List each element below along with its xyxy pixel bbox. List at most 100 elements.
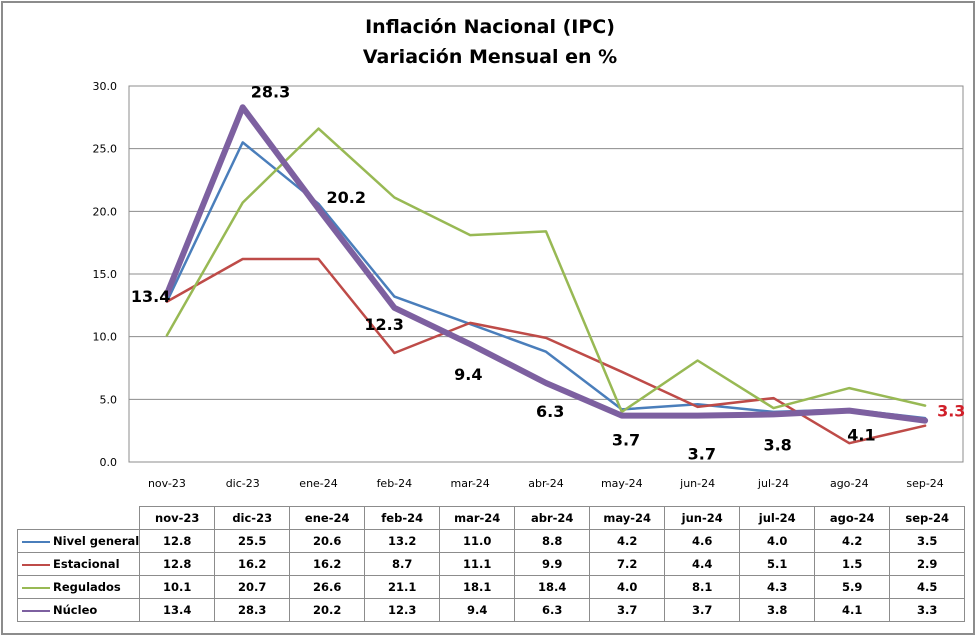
table-cell: 4.2: [814, 529, 891, 553]
table-column-header: jun-24: [664, 506, 741, 530]
table-cell: 12.3: [364, 598, 441, 622]
x-tick-label: nov-23: [148, 477, 186, 490]
y-tick-label: 5.0: [100, 393, 118, 406]
x-tick-label: sep-24: [906, 477, 943, 490]
table-column-header: feb-24: [364, 506, 441, 530]
table-cell: 3.8: [739, 598, 816, 622]
legend-label: Estacional: [53, 557, 120, 571]
line-chart: Inflación Nacional (IPC) Variación Mensu…: [93, 16, 966, 490]
table-row: Estacional 12.8 16.2 16.2 8.7 11.1 9.9 7.2 4.4 5.…: [16, 552, 966, 576]
table-cell: 18.4: [514, 575, 591, 599]
data-label: 9.4: [454, 365, 482, 384]
data-label: 3.8: [763, 435, 791, 454]
chart-title: Inflación Nacional (IPC): [365, 16, 615, 38]
table-cell: 20.6: [289, 529, 366, 553]
legend-entry: Núcleo: [16, 598, 141, 622]
table-column-header: mar-24: [439, 506, 516, 530]
data-label: 3.3: [937, 402, 965, 421]
legend-label: Nivel general: [53, 534, 140, 548]
table-cell: 4.2: [589, 529, 666, 553]
table-cell: 3.3: [889, 598, 966, 622]
data-table: nov-23 dic-23 ene-24 feb-24 mar-24 abr-24 may-…: [16, 506, 966, 622]
table-cell: 9.9: [514, 552, 591, 576]
table-cell: 4.3: [739, 575, 816, 599]
table-cell: 20.7: [214, 575, 291, 599]
table-cell: 4.0: [739, 529, 816, 553]
x-axis-ticks: nov-23 dic-23 ene-24 feb-24 mar-24 abr-24 may-…: [148, 477, 944, 490]
legend-key-icon: [22, 540, 50, 543]
legend-key-icon: [22, 609, 50, 612]
x-tick-label: ago-24: [830, 477, 869, 490]
chart-subtitle: Variación Mensual en %: [363, 46, 617, 68]
x-tick-label: jun-24: [679, 477, 715, 490]
data-label: 4.1: [847, 426, 875, 445]
legend-entry: Nivel general: [16, 529, 141, 553]
table-cell: 16.2: [289, 552, 366, 576]
table-cell: 4.5: [889, 575, 966, 599]
table-cell: 21.1: [364, 575, 441, 599]
y-tick-label: 0.0: [100, 456, 118, 469]
series-lines: [163, 104, 929, 445]
table-column-header: dic-23: [214, 506, 291, 530]
table-cell: 1.5: [814, 552, 891, 576]
data-label: 3.7: [688, 445, 716, 464]
table-cell: 12.8: [139, 529, 216, 553]
table-cell: 8.8: [514, 529, 591, 553]
table-cell: 5.9: [814, 575, 891, 599]
y-tick-label: 25.0: [93, 143, 118, 156]
table-cell: 4.1: [814, 598, 891, 622]
data-labels: 13.4 28.3 20.2 12.3 9.4 6.3 3.7 3.7 3.8 4.1 3.3: [131, 82, 966, 463]
table-cell: 8.1: [664, 575, 741, 599]
x-tick-label: may-24: [601, 477, 643, 490]
y-tick-label: 10.0: [93, 331, 118, 344]
y-tick-label: 15.0: [93, 268, 118, 281]
table-cell: 20.2: [289, 598, 366, 622]
table-column-header: ene-24: [289, 506, 366, 530]
legend-label: Regulados: [53, 580, 121, 594]
series-line-n-cleo: [163, 104, 929, 424]
data-label: 13.4: [131, 287, 170, 306]
plot-area: [128, 85, 964, 463]
data-label: 3.7: [612, 431, 640, 450]
table-cell: 11.0: [439, 529, 516, 553]
table-cell: 6.3: [514, 598, 591, 622]
table-cell: 12.8: [139, 552, 216, 576]
x-tick-label: dic-23: [226, 477, 260, 490]
table-cell: 3.5: [889, 529, 966, 553]
table-cell: 3.7: [589, 598, 666, 622]
table-cell: 4.6: [664, 529, 741, 553]
table-column-header: jul-24: [739, 506, 816, 530]
legend-entry: Estacional: [16, 552, 141, 576]
x-tick-label: jul-24: [757, 477, 789, 490]
y-tick-label: 20.0: [93, 205, 118, 218]
data-label: 28.3: [251, 82, 290, 101]
table-column-header: may-24: [589, 506, 666, 530]
table-cell: 5.1: [739, 552, 816, 576]
table-column-header: sep-24: [889, 506, 966, 530]
x-tick-label: ene-24: [299, 477, 337, 490]
data-label: 6.3: [536, 402, 564, 421]
table-cell: 11.1: [439, 552, 516, 576]
table-cell: 10.1: [139, 575, 216, 599]
table-corner: [17, 506, 141, 530]
table-column-header: nov-23: [139, 506, 216, 530]
table-row: Nivel general 12.8 25.5 20.6 13.2 11.0 8.8 4.2 4…: [16, 529, 966, 553]
series-line-nivel-general: [165, 141, 927, 420]
table-cell: 18.1: [439, 575, 516, 599]
table-cell: 8.7: [364, 552, 441, 576]
table-column-header: ago-24: [814, 506, 891, 530]
x-tick-label: mar-24: [451, 477, 490, 490]
x-tick-label: abr-24: [528, 477, 564, 490]
table-cell: 9.4: [439, 598, 516, 622]
table-cell: 28.3: [214, 598, 291, 622]
table-cell: 13.2: [364, 529, 441, 553]
series-line-regulados: [165, 127, 927, 414]
table-row: Regulados 10.1 20.7 26.6 21.1 18.1 18.4 4.0 8.1 4…: [16, 575, 966, 599]
legend-key-icon: [22, 563, 50, 566]
legend-label: Núcleo: [53, 603, 98, 617]
table-cell: 4.4: [664, 552, 741, 576]
data-label: 12.3: [364, 315, 403, 334]
data-label: 20.2: [327, 188, 366, 207]
x-tick-label: feb-24: [377, 477, 413, 490]
legend-entry: Regulados: [16, 575, 141, 599]
